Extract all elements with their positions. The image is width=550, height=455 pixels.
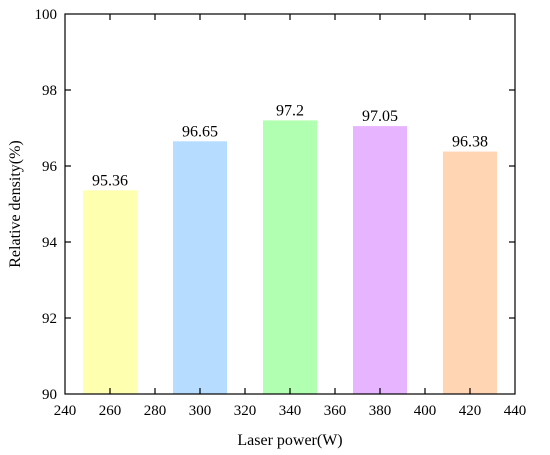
data-labels-group: 95.36 96.65 97.2 97.05 96.38	[92, 102, 488, 189]
x-tick-label: 340	[279, 403, 302, 419]
x-tick-label: 300	[189, 403, 212, 419]
x-tick-label: 400	[414, 403, 437, 419]
x-axis-title: Laser power(W)	[237, 432, 342, 449]
bar	[353, 126, 407, 394]
bar-value-label: 96.65	[182, 123, 218, 140]
x-tick-label: 280	[144, 403, 167, 419]
x-tick-label: 420	[459, 403, 482, 419]
bar	[83, 190, 137, 394]
x-axis-ticks: 240 260 280 300 320 340 360 380 400 420 440	[54, 14, 527, 419]
bar-value-label: 96.38	[452, 134, 488, 151]
bar-value-label: 97.2	[276, 102, 304, 119]
y-tick-label: 96	[42, 159, 58, 175]
bar	[173, 141, 227, 394]
x-tick-label: 360	[324, 403, 347, 419]
y-tick-label: 94	[42, 235, 58, 251]
bar-value-label: 97.05	[362, 108, 398, 125]
y-axis-ticks: 90 92 94 96 98 100	[35, 7, 515, 403]
bar	[443, 151, 497, 394]
y-tick-label: 98	[42, 83, 57, 99]
x-tick-label: 380	[369, 403, 392, 419]
y-axis-title: Relative density(%)	[7, 140, 24, 268]
y-tick-label: 92	[42, 311, 57, 327]
bar-value-label: 95.36	[92, 172, 128, 189]
x-tick-label: 260	[99, 403, 122, 419]
y-tick-label: 100	[35, 7, 58, 23]
y-tick-label: 90	[42, 387, 57, 403]
x-tick-label: 320	[234, 403, 257, 419]
x-tick-label: 440	[504, 403, 527, 419]
bar	[263, 120, 317, 395]
x-tick-label: 240	[54, 403, 77, 419]
bars-group	[83, 120, 497, 395]
